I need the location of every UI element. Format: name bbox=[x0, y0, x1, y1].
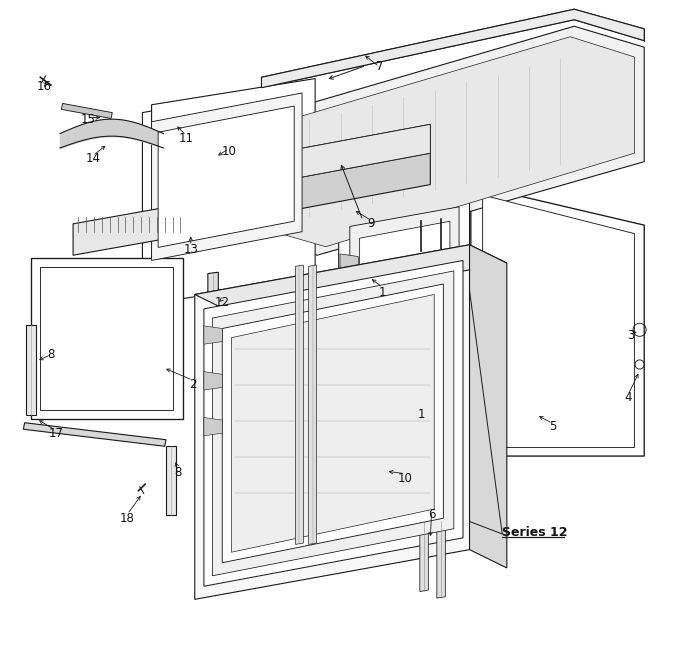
Polygon shape bbox=[339, 194, 469, 417]
Polygon shape bbox=[23, 422, 166, 446]
Polygon shape bbox=[152, 93, 302, 260]
Polygon shape bbox=[204, 372, 222, 390]
Polygon shape bbox=[194, 245, 507, 313]
Polygon shape bbox=[231, 294, 435, 553]
Text: 8: 8 bbox=[174, 466, 182, 479]
Polygon shape bbox=[204, 326, 222, 344]
Polygon shape bbox=[483, 195, 634, 447]
Text: 17: 17 bbox=[48, 426, 63, 440]
Polygon shape bbox=[194, 245, 469, 599]
Text: 8: 8 bbox=[47, 348, 54, 361]
Text: 4: 4 bbox=[624, 391, 632, 403]
Polygon shape bbox=[152, 79, 315, 304]
Text: 13: 13 bbox=[184, 244, 199, 256]
Polygon shape bbox=[204, 260, 463, 586]
Bar bbox=[40, 267, 173, 409]
Polygon shape bbox=[340, 300, 358, 318]
Text: 16: 16 bbox=[37, 80, 52, 93]
Polygon shape bbox=[222, 284, 443, 562]
Bar bbox=[31, 258, 183, 419]
Polygon shape bbox=[142, 83, 313, 269]
Text: 1: 1 bbox=[379, 286, 386, 299]
Polygon shape bbox=[252, 26, 644, 255]
Polygon shape bbox=[241, 124, 430, 189]
Polygon shape bbox=[265, 37, 634, 247]
Polygon shape bbox=[340, 254, 358, 272]
Polygon shape bbox=[350, 207, 459, 408]
Text: 3: 3 bbox=[628, 328, 635, 342]
Polygon shape bbox=[73, 203, 191, 255]
Text: 6: 6 bbox=[428, 509, 435, 522]
Text: Series 12: Series 12 bbox=[503, 526, 568, 539]
Text: 7: 7 bbox=[375, 60, 383, 74]
Text: 2: 2 bbox=[189, 378, 197, 391]
Text: 15: 15 bbox=[81, 112, 96, 125]
Polygon shape bbox=[471, 185, 644, 456]
Polygon shape bbox=[340, 347, 358, 365]
Text: 14: 14 bbox=[85, 152, 100, 165]
Polygon shape bbox=[469, 245, 507, 568]
Polygon shape bbox=[309, 265, 316, 545]
Polygon shape bbox=[420, 514, 428, 591]
Text: 12: 12 bbox=[215, 296, 230, 309]
Polygon shape bbox=[166, 446, 176, 515]
Polygon shape bbox=[212, 271, 454, 576]
Polygon shape bbox=[437, 520, 445, 598]
Text: 10: 10 bbox=[222, 145, 236, 158]
Polygon shape bbox=[241, 153, 430, 220]
Polygon shape bbox=[208, 272, 218, 346]
Polygon shape bbox=[296, 265, 303, 545]
Polygon shape bbox=[61, 103, 112, 118]
Polygon shape bbox=[262, 9, 644, 88]
Polygon shape bbox=[158, 106, 294, 248]
Polygon shape bbox=[26, 325, 37, 415]
Polygon shape bbox=[360, 221, 450, 356]
Text: 18: 18 bbox=[120, 512, 135, 525]
Text: 11: 11 bbox=[179, 132, 194, 145]
Text: 5: 5 bbox=[549, 420, 556, 433]
Polygon shape bbox=[241, 124, 430, 189]
Text: 10: 10 bbox=[398, 472, 413, 486]
Text: 9: 9 bbox=[368, 217, 375, 231]
Polygon shape bbox=[204, 417, 222, 436]
Text: 1: 1 bbox=[418, 409, 426, 421]
